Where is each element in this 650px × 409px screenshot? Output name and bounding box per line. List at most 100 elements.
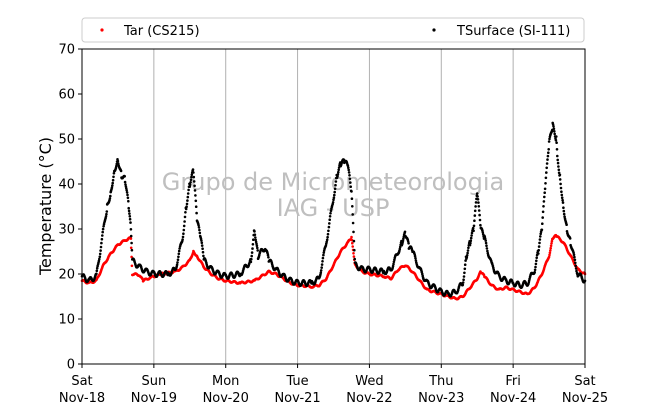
data-point	[478, 213, 481, 217]
data-point	[194, 194, 197, 197]
x-tick-label-day: Sat	[71, 374, 92, 389]
data-point	[572, 253, 576, 256]
data-point	[194, 199, 198, 203]
data-point	[95, 272, 98, 276]
legend-label-tar: Tar (CS215)	[123, 24, 200, 39]
data-point	[332, 198, 335, 201]
data-point	[322, 251, 326, 254]
data-point	[105, 212, 108, 216]
data-point	[477, 205, 481, 208]
data-point	[351, 213, 355, 216]
x-tick-label-day: Sat	[574, 374, 595, 389]
data-point	[401, 239, 405, 242]
data-point	[539, 235, 542, 238]
data-point	[129, 237, 133, 240]
data-point	[326, 235, 329, 239]
data-point	[547, 255, 551, 259]
data-point	[350, 235, 353, 239]
data-point	[533, 270, 536, 274]
data-point	[398, 245, 402, 249]
data-point	[129, 246, 133, 250]
data-point	[548, 253, 551, 257]
data-point	[201, 247, 204, 250]
data-point	[413, 254, 417, 258]
data-point	[555, 141, 558, 144]
data-point	[542, 200, 546, 203]
data-point	[181, 235, 185, 239]
data-point	[557, 165, 560, 168]
data-point	[101, 234, 104, 237]
data-point	[182, 232, 185, 235]
data-point	[470, 234, 473, 237]
data-point	[561, 198, 564, 202]
data-point	[573, 258, 577, 262]
data-point	[546, 154, 550, 158]
data-point	[337, 168, 341, 172]
data-point	[187, 188, 190, 192]
data-point	[486, 249, 489, 253]
data-point	[197, 224, 200, 227]
data-point	[128, 212, 131, 215]
y-tick-label: 30	[58, 223, 75, 238]
data-point	[544, 176, 548, 180]
data-point	[349, 181, 352, 184]
data-point	[403, 230, 407, 234]
data-point	[392, 260, 396, 264]
data-point	[129, 228, 133, 231]
data-point	[183, 220, 186, 223]
data-point	[112, 172, 116, 175]
data-point	[550, 239, 554, 243]
y-tick-label: 10	[58, 313, 75, 328]
data-point	[193, 189, 197, 192]
data-point	[249, 260, 253, 264]
data-point	[574, 261, 577, 265]
data-point	[109, 194, 112, 198]
data-point	[192, 171, 195, 174]
data-point	[100, 241, 103, 245]
data-point	[111, 181, 114, 185]
data-point	[177, 255, 180, 259]
data-point	[485, 244, 488, 247]
data-point	[334, 183, 337, 187]
data-point	[255, 246, 259, 250]
data-point	[321, 256, 325, 260]
data-point	[95, 269, 99, 273]
data-point	[251, 243, 255, 246]
data-point	[543, 195, 546, 199]
data-point	[471, 226, 475, 230]
data-point	[554, 138, 558, 142]
data-point	[253, 233, 257, 236]
data-point	[198, 228, 201, 232]
data-point	[414, 257, 417, 260]
data-point	[560, 196, 564, 199]
data-point	[198, 231, 202, 235]
y-tick-label: 50	[58, 133, 75, 148]
data-point	[574, 264, 577, 268]
data-point	[128, 217, 132, 221]
legend: Tar (CS215) TSurface (SI-111)	[81, 17, 585, 43]
data-point	[190, 175, 193, 179]
data-point	[407, 242, 410, 245]
data-point	[192, 175, 196, 179]
data-point	[556, 161, 560, 165]
data-point	[392, 262, 395, 266]
data-point	[352, 252, 355, 255]
data-point	[469, 236, 473, 240]
data-point	[472, 229, 475, 233]
data-point	[539, 232, 542, 236]
data-point	[329, 212, 332, 215]
data-point	[479, 223, 482, 227]
y-axis-title: Temperature (°C)	[36, 137, 55, 276]
data-point	[250, 251, 254, 254]
data-point	[545, 171, 548, 174]
data-point	[191, 168, 195, 171]
data-point	[98, 257, 101, 261]
data-point	[125, 189, 128, 192]
data-point	[353, 248, 356, 252]
y-tick-label: 0	[67, 358, 75, 373]
data-point	[481, 231, 485, 234]
x-tick-label-date: Nov-23	[418, 391, 464, 406]
data-point	[473, 219, 476, 222]
data-point	[541, 210, 545, 214]
data-point	[553, 130, 556, 133]
